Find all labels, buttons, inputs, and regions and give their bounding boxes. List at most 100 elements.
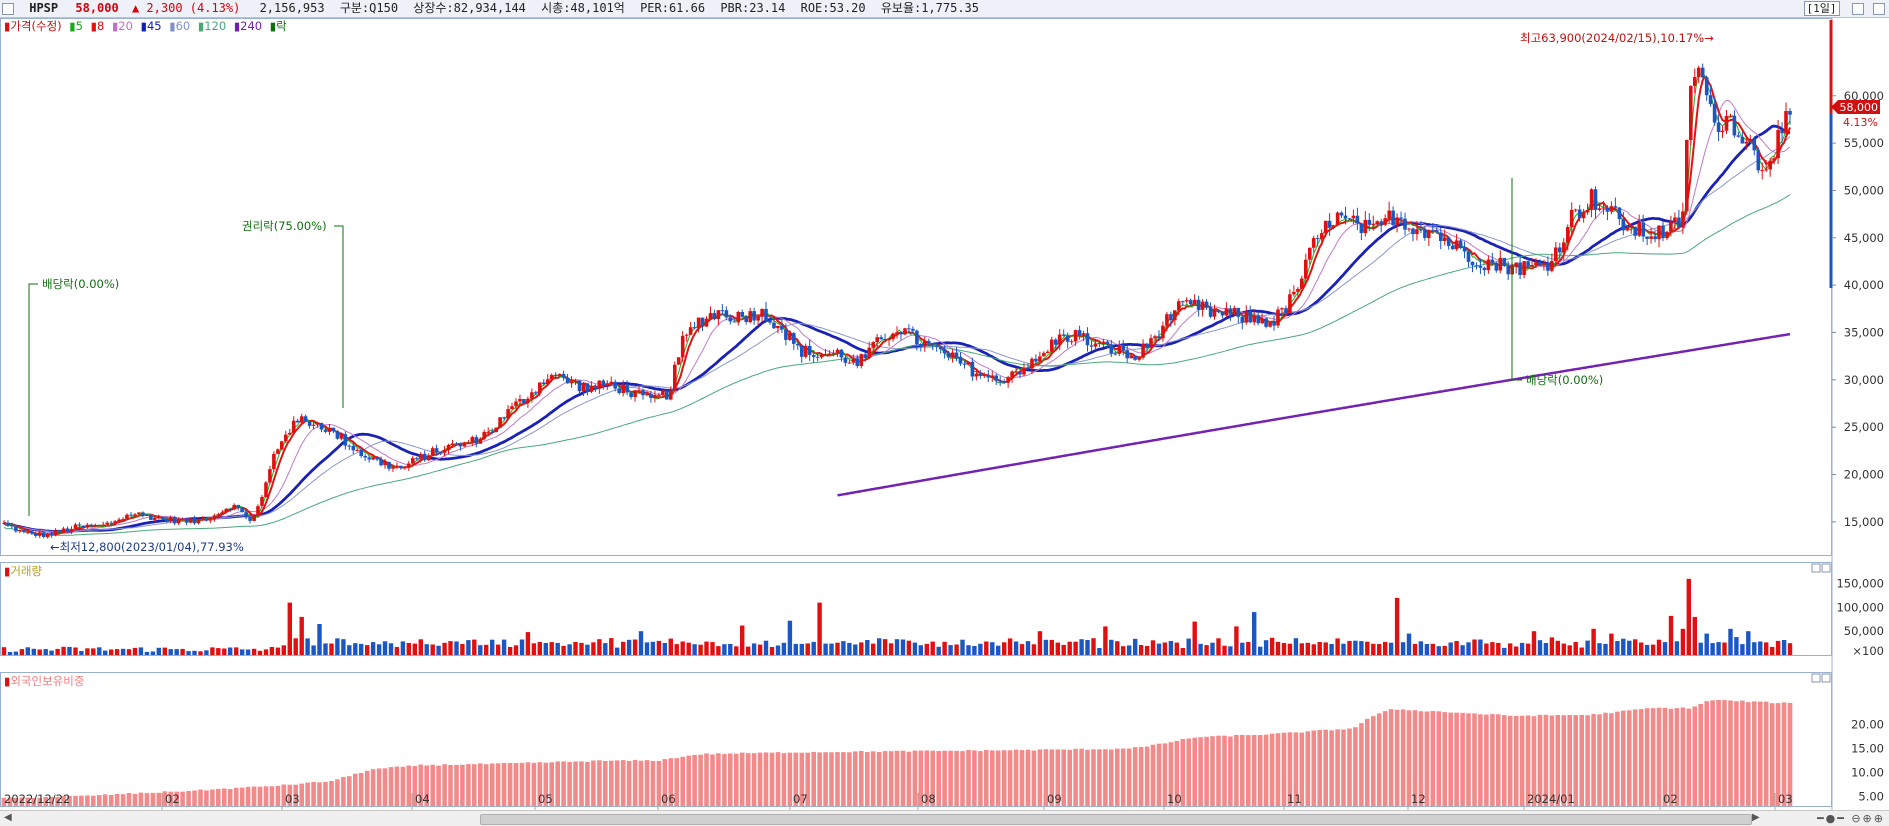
period-button[interactable]: [1일]: [1803, 1, 1840, 16]
volume-panel-close-icon[interactable]: [1821, 563, 1831, 573]
candle-body: [891, 333, 895, 340]
volume-bar: [365, 645, 370, 655]
foreign-bar: [1025, 749, 1031, 806]
candle-body: [232, 504, 236, 510]
ma20-label: 20: [118, 19, 133, 33]
foreign-bar: [626, 761, 632, 806]
scroll-left-icon[interactable]: ◀: [4, 812, 12, 823]
candle-body: [288, 432, 292, 435]
foreign-bar: [257, 786, 263, 806]
volume-bar: [638, 631, 644, 655]
foreign-bar: [305, 782, 310, 806]
candle-body: [450, 443, 455, 445]
foreign-bar: [1627, 710, 1632, 806]
foreign-bar: [704, 753, 709, 806]
foreign-bar: [1740, 700, 1745, 806]
foreign-bar: [1496, 714, 1501, 806]
foreign-bar: [519, 762, 525, 806]
candle-body: [192, 518, 197, 524]
volume-bar: [1144, 646, 1150, 655]
foreign-tick-label: 5.00: [1858, 789, 1884, 803]
volume-bar: [436, 645, 441, 655]
foreign-bar: [7, 797, 13, 806]
foreign-bar: [1359, 723, 1364, 806]
volume-bar: [1186, 638, 1191, 655]
foreign-bar: [1728, 700, 1733, 806]
volume-bar: [454, 641, 459, 655]
volume-bar: [424, 644, 429, 655]
candle-body: [633, 390, 637, 397]
volume-bar: [746, 646, 751, 655]
candle-body: [1391, 210, 1395, 226]
candle-body: [45, 533, 50, 538]
candle-body: [6, 522, 10, 525]
foreign-bar: [1055, 749, 1061, 806]
candle-body: [641, 390, 645, 396]
minimize-icon[interactable]: [1851, 2, 1864, 15]
candle-body: [728, 317, 733, 322]
zoom-controls-icon[interactable]: ━●━ ⊖⊕⊕: [1817, 812, 1885, 825]
candle-body: [149, 515, 153, 520]
candle-body: [1311, 238, 1316, 248]
candle-body: [875, 337, 879, 343]
foreign-panel-close-icon[interactable]: [1821, 673, 1831, 683]
foreign-bar: [1085, 749, 1090, 806]
foreign-bar: [233, 787, 239, 806]
foreign-bar: [412, 766, 418, 806]
candle-body: [1704, 77, 1709, 96]
volume-bar: [228, 647, 233, 655]
candle-body: [184, 519, 189, 523]
candle-body: [772, 322, 776, 329]
volume-bar: [734, 646, 739, 655]
volume-panel-minimize-icon[interactable]: [1811, 563, 1821, 573]
volume-bar: [567, 644, 572, 655]
foreign-bar: [1138, 747, 1144, 806]
foreign-bar: [353, 773, 358, 806]
candle-body: [887, 339, 891, 341]
candle-body: [260, 497, 264, 506]
foreign-bar: [347, 776, 352, 806]
scroll-thumb[interactable]: [480, 814, 1752, 825]
candle-body: [768, 320, 772, 323]
foreign-bar: [442, 764, 447, 806]
volume-bar: [1156, 643, 1162, 655]
price-tick-label: 25,000: [1844, 420, 1884, 434]
candle-body: [244, 512, 248, 518]
volume-bar: [1085, 640, 1090, 655]
ma45-label: 45: [147, 19, 162, 33]
candle-body: [1280, 308, 1284, 310]
foreign-bar: [1775, 703, 1781, 806]
foreign-bar: [1222, 735, 1227, 806]
scroll-right-icon[interactable]: ▶: [1752, 812, 1760, 823]
candle-body: [811, 355, 816, 357]
volume-bar: [781, 642, 787, 655]
volume-bar: [632, 639, 638, 655]
foreign-bar: [293, 784, 298, 806]
candle-body: [1716, 122, 1721, 132]
volume-bar: [835, 642, 840, 655]
volume-bar: [1353, 640, 1358, 655]
window-icon[interactable]: [2, 2, 14, 15]
foreign-bar: [555, 761, 560, 806]
volume-bar: [275, 647, 281, 655]
foreign-bar: [1269, 733, 1275, 806]
foreign-bar: [281, 784, 287, 806]
price-legend-label: 가격(수정): [10, 19, 61, 33]
candle-body: [1343, 215, 1348, 219]
candle-body: [145, 515, 149, 516]
horizontal-scrollbar[interactable]: ◀ ▶ ━●━ ⊖⊕⊕: [0, 810, 1889, 826]
candle-body: [430, 448, 435, 456]
candle-body: [863, 354, 868, 358]
foreign-bar: [591, 760, 596, 806]
foreign-bar: [656, 761, 662, 806]
candle-body: [1518, 262, 1522, 275]
foreign-panel-minimize-icon[interactable]: [1811, 673, 1821, 683]
stock-chart[interactable]: 15,000 20,000 25,000 30,000 35,000 40,000 45,0…: [0, 18, 1889, 810]
volume-bar: [1287, 643, 1293, 655]
volume-bar: [1418, 641, 1424, 655]
volume-bar: [507, 647, 513, 655]
foreign-bar: [1144, 746, 1150, 806]
foreign-bar: [31, 798, 37, 806]
close-icon[interactable]: [1873, 2, 1885, 15]
volume-bar: [448, 641, 453, 655]
